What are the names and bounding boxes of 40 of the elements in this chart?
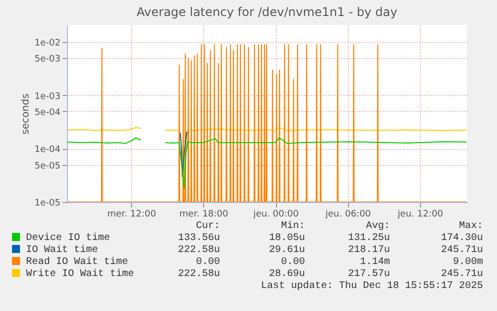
- legend-label: IO Wait time: [25, 245, 100, 256]
- text: Max:: [458, 221, 483, 233]
- text: 18.05u: [268, 233, 305, 245]
- text: Cur:: [194, 221, 220, 233]
- text: 29.61u: [268, 245, 305, 257]
- legend-label: Write IO Wait time: [25, 269, 136, 281]
- x-tick-label: mer. 18:00: [179, 210, 229, 220]
- text: 222.58u: [176, 269, 220, 281]
- text: 245.71u: [440, 269, 483, 281]
- text: 133.56u: [176, 233, 220, 245]
- text: 0.00: [194, 257, 220, 269]
- text: 0.00: [280, 257, 305, 269]
- legend-label: Device IO time: [25, 233, 112, 244]
- y-tick-label: 1e-05: [34, 198, 60, 208]
- text: 1.14m: [358, 257, 390, 269]
- x-tick-label: jeu. 00:00: [252, 210, 299, 220]
- y-tick-label: 5e-04: [34, 108, 61, 118]
- text: 217.57u: [346, 269, 390, 280]
- y-tick-label: 1e-02: [34, 38, 60, 49]
- legend-label: Read IO Wait time: [25, 257, 130, 268]
- text: 245.71u: [440, 245, 483, 257]
- y-tick-label: 5e-05: [34, 161, 60, 172]
- y-tick-label: 1e-04: [34, 145, 61, 156]
- text: 9.00m: [452, 257, 483, 269]
- x-tick-label: jeu. 12:00: [396, 210, 444, 220]
- y-axis-title: seconds: [20, 94, 32, 134]
- text: Avg:: [364, 221, 390, 233]
- text: 222.58u: [176, 245, 220, 257]
- chart-title: Average latency for /dev/nvme1n1 - by day: [136, 5, 398, 19]
- text: 174.30u: [440, 233, 483, 245]
- x-tick-label: jeu. 06:00: [324, 210, 372, 220]
- line-series: [180, 131, 188, 178]
- text: 131.25u: [346, 233, 390, 245]
- y-tick-label: 5e-03: [34, 54, 60, 65]
- text: 28.69u: [268, 269, 305, 280]
- y-tick-label: 1e-03: [34, 92, 60, 102]
- x-tick-label: mer. 12:00: [107, 210, 156, 220]
- text: 218.17u: [346, 245, 390, 257]
- text: Min:: [280, 221, 305, 233]
- text: Last update: Thu Dec 18 15:55:17 2025: [260, 281, 483, 292]
